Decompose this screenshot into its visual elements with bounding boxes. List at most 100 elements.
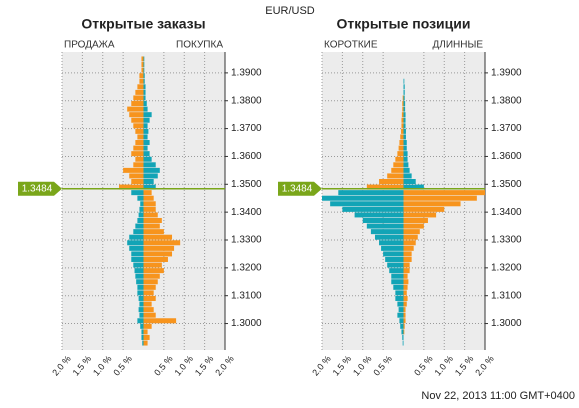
y-tick-label: 1.3100 [231, 290, 262, 301]
bar [403, 128, 406, 134]
bar [403, 84, 405, 90]
bar [403, 195, 477, 201]
x-tick-label: 1.0 % [351, 354, 373, 378]
bar [131, 190, 144, 196]
bar [403, 206, 445, 212]
bar [140, 323, 144, 329]
left-label: ПРОДАЖА [64, 40, 115, 51]
bar [391, 273, 404, 279]
bar [137, 318, 144, 324]
bar [403, 89, 405, 95]
bar [403, 151, 408, 157]
bar [330, 201, 404, 207]
bar [403, 251, 412, 257]
x-tick-label: 0.5 % [371, 354, 393, 378]
price-label: 1.3484 [22, 183, 53, 194]
y-tick-label: 1.3600 [231, 151, 262, 162]
price-marker [278, 181, 322, 196]
bar [403, 212, 437, 218]
bar [143, 73, 145, 79]
bar [403, 78, 405, 84]
bar [403, 140, 407, 146]
bar [143, 262, 162, 268]
bar [137, 290, 144, 296]
bar [143, 223, 160, 229]
bar [139, 73, 144, 79]
bar [133, 162, 144, 168]
bar [395, 295, 404, 301]
y-tick-label: 1.3900 [491, 68, 522, 79]
bar [143, 245, 175, 251]
bar [137, 284, 144, 290]
bar [137, 217, 144, 223]
x-tick-label: 1.5 % [331, 354, 353, 378]
bar [139, 78, 144, 84]
bar [393, 162, 404, 168]
bar [403, 179, 416, 185]
bar [131, 251, 144, 257]
bar [143, 106, 148, 112]
y-tick-label: 1.3700 [231, 123, 262, 134]
bar [143, 301, 152, 307]
bar [143, 329, 148, 335]
bar [139, 301, 144, 307]
bar [403, 167, 410, 173]
bar [403, 290, 407, 296]
bar [398, 307, 404, 313]
price-marker [18, 181, 62, 196]
bar [398, 145, 404, 151]
bar [131, 101, 144, 107]
bar [366, 223, 404, 229]
bar [143, 318, 177, 324]
bar [403, 245, 414, 251]
bar [139, 206, 144, 212]
bar [143, 212, 158, 218]
y-tick-label: 1.3900 [231, 68, 262, 79]
bar [135, 273, 144, 279]
bar [403, 318, 406, 324]
bar [403, 117, 406, 123]
bar [137, 195, 144, 201]
bar [143, 323, 152, 329]
bar [403, 268, 410, 274]
bar [402, 334, 404, 340]
bar [143, 128, 149, 134]
bar [403, 101, 406, 107]
bar [143, 62, 145, 68]
bar [393, 284, 404, 290]
bar [143, 256, 168, 262]
bar [401, 128, 404, 134]
bar [143, 167, 160, 173]
bar [403, 217, 428, 223]
bar [395, 290, 404, 296]
bar [403, 295, 408, 301]
bar [143, 173, 158, 179]
page-title: EUR/USD [265, 5, 315, 17]
bar [403, 173, 412, 179]
bar [403, 312, 406, 318]
bar [143, 95, 146, 101]
bar [403, 162, 409, 168]
bar [143, 201, 156, 207]
x-tick-label: 0.5 % [152, 354, 174, 378]
bar [389, 268, 404, 274]
x-tick-label: 1.5 % [71, 354, 93, 378]
bar [127, 106, 144, 112]
bar [400, 323, 404, 329]
bar [137, 134, 144, 140]
bar [143, 340, 148, 346]
bar [143, 151, 150, 157]
bar [338, 190, 404, 196]
bar [342, 206, 404, 212]
bar [143, 162, 156, 168]
bar [143, 134, 148, 140]
bar [322, 195, 404, 201]
bar [133, 145, 144, 151]
bar [127, 240, 144, 246]
bar [129, 234, 144, 240]
bar [397, 301, 404, 307]
bar [403, 123, 406, 129]
x-tick-label: 1.5 % [453, 354, 475, 378]
bar [379, 179, 404, 185]
bar [131, 117, 144, 123]
